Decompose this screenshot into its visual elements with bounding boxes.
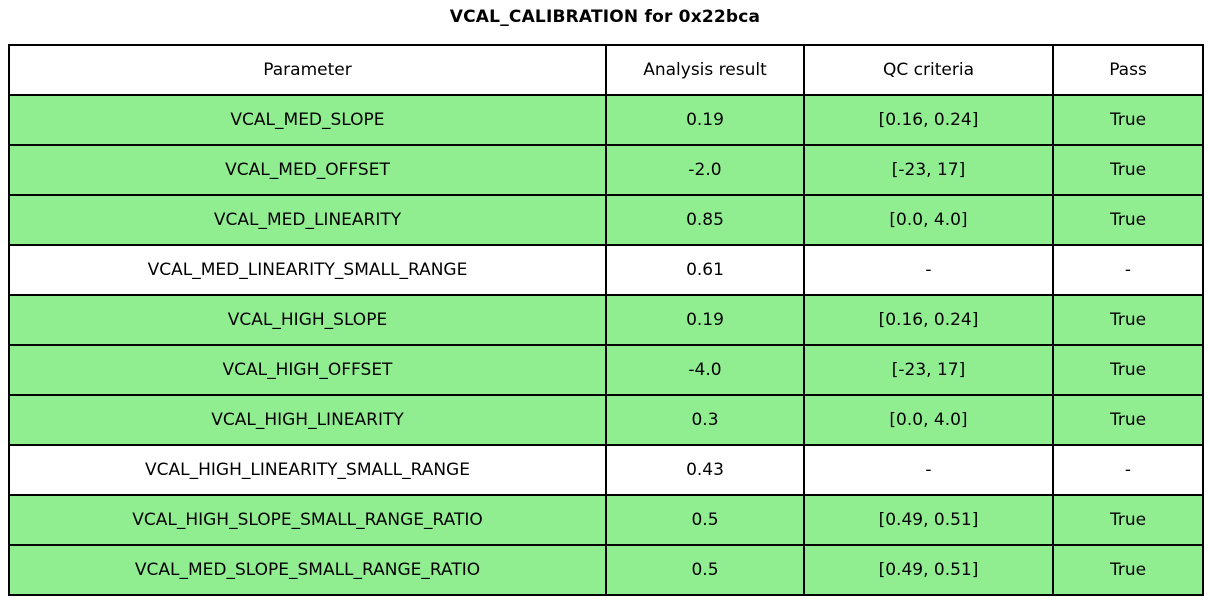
cell-qc-criteria: [-23, 17] — [803, 344, 1054, 396]
table-row: VCAL_HIGH_LINEARITY_SMALL_RANGE 0.43- - — [8, 444, 1204, 496]
cell-qc-criteria: [0.49, 0.51] — [803, 494, 1054, 546]
chart-title: VCAL_CALIBRATION for 0x22bca — [449, 7, 761, 27]
cell-parameter: VCAL_MED_LINEARITY — [8, 194, 607, 246]
cell-pass: True — [1052, 194, 1204, 246]
cell-pass: True — [1052, 344, 1204, 396]
cell-parameter: VCAL_HIGH_SLOPE_SMALL_RANGE_RATIO — [8, 494, 607, 546]
qc-results-table: Parameter Analysis result QC criteria Pa… — [8, 44, 1204, 596]
column-header-qc-criteria: QC criteria — [803, 44, 1054, 96]
cell-pass: True — [1052, 394, 1204, 446]
cell-parameter: VCAL_MED_OFFSET — [8, 144, 607, 196]
cell-analysis-result: 0.19 — [605, 294, 805, 346]
cell-analysis-result: 0.5 — [605, 494, 805, 546]
cell-pass: True — [1052, 494, 1204, 546]
table-row: VCAL_MED_SLOPE_SMALL_RANGE_RATIO 0.5 [0.49… — [8, 544, 1204, 596]
cell-pass: - — [1052, 244, 1204, 296]
table-row: VCAL_MED_LINEARITY_SMALL_RANGE 0.61- - — [8, 244, 1204, 296]
cell-pass: True — [1052, 94, 1204, 146]
cell-qc-criteria: - — [803, 444, 1054, 496]
cell-parameter: VCAL_HIGH_LINEARITY — [8, 394, 607, 446]
cell-pass: True — [1052, 144, 1204, 196]
header-row: Parameter Analysis result QC criteria Pa… — [8, 44, 1204, 96]
table-row: VCAL_HIGH_LINEARITY 0.3 [0.0, 4.0] True — [8, 394, 1204, 446]
column-header-parameter: Parameter — [8, 44, 607, 96]
cell-parameter: VCAL_HIGH_SLOPE — [8, 294, 607, 346]
table-row: VCAL_MED_OFFSET -2.0 [-23, 17] True — [8, 144, 1204, 196]
table-row: VCAL_HIGH_SLOPE 0.19 [0.16, 0.24] True — [8, 294, 1204, 346]
cell-parameter: VCAL_MED_LINEARITY_SMALL_RANGE — [8, 244, 607, 296]
cell-qc-criteria: [0.0, 4.0] — [803, 394, 1054, 446]
cell-pass: True — [1052, 544, 1204, 596]
table-row: VCAL_MED_SLOPE 0.19 [0.16, 0.24] True — [8, 94, 1204, 146]
cell-qc-criteria: [0.16, 0.24] — [803, 94, 1054, 146]
cell-qc-criteria: [0.16, 0.24] — [803, 294, 1054, 346]
cell-analysis-result: 0.43 — [605, 444, 805, 496]
cell-parameter: VCAL_HIGH_OFFSET — [8, 344, 607, 396]
cell-pass: True — [1052, 294, 1204, 346]
table-row: VCAL_HIGH_SLOPE_SMALL_RANGE_RATIO 0.5 [0.4… — [8, 494, 1204, 546]
cell-analysis-result: 0.19 — [605, 94, 805, 146]
cell-analysis-result: -4.0 — [605, 344, 805, 396]
cell-parameter: VCAL_MED_SLOPE_SMALL_RANGE_RATIO — [8, 544, 607, 596]
cell-analysis-result: 0.61 — [605, 244, 805, 296]
cell-qc-criteria: - — [803, 244, 1054, 296]
cell-analysis-result: 0.3 — [605, 394, 805, 446]
cell-analysis-result: -2.0 — [605, 144, 805, 196]
table-body: VCAL_MED_SLOPE 0.19 [0.16, 0.24] True VCAL_M… — [8, 94, 1204, 596]
cell-analysis-result: 0.85 — [605, 194, 805, 246]
cell-qc-criteria: [0.49, 0.51] — [803, 544, 1054, 596]
cell-parameter: VCAL_HIGH_LINEARITY_SMALL_RANGE — [8, 444, 607, 496]
column-header-analysis-result: Analysis result — [605, 44, 805, 96]
table-row: VCAL_MED_LINEARITY 0.85 [0.0, 4.0] True — [8, 194, 1204, 246]
column-header-pass: Pass — [1052, 44, 1204, 96]
cell-parameter: VCAL_MED_SLOPE — [8, 94, 607, 146]
table-row: VCAL_HIGH_OFFSET -4.0 [-23, 17] True — [8, 344, 1204, 396]
cell-qc-criteria: [0.0, 4.0] — [803, 194, 1054, 246]
cell-qc-criteria: [-23, 17] — [803, 144, 1054, 196]
cell-pass: - — [1052, 444, 1204, 496]
cell-analysis-result: 0.5 — [605, 544, 805, 596]
